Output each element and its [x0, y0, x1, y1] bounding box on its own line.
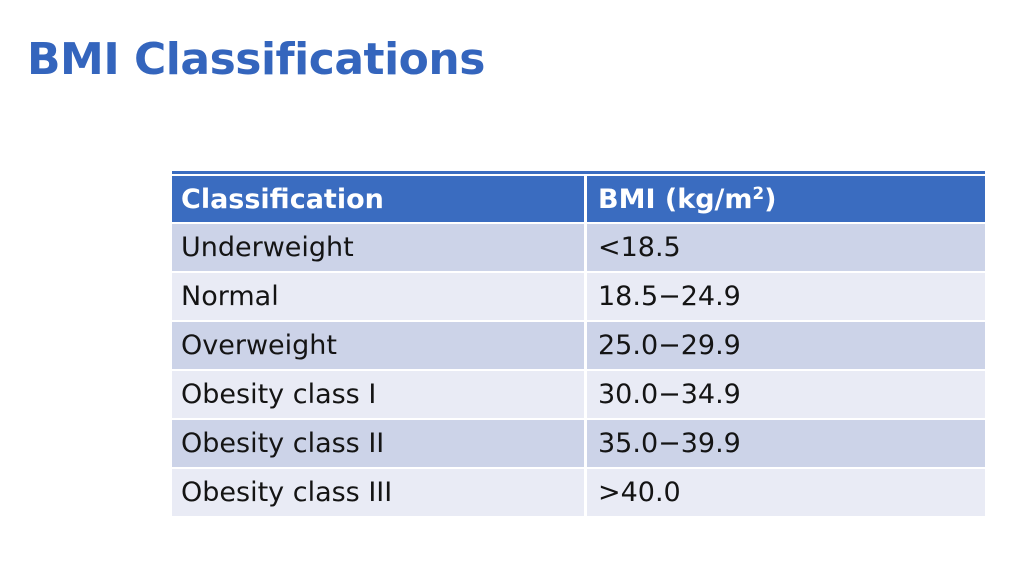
- cell-bmi-range: >40.0: [585, 468, 985, 518]
- bmi-classification-table: Classification BMI (kg/m2) Underweight <…: [172, 176, 985, 518]
- page-title: BMI Classifications: [27, 34, 485, 85]
- cell-bmi-range: 35.0−39.9: [585, 419, 985, 469]
- bmi-header-prefix: BMI (kg/m: [598, 183, 753, 215]
- cell-bmi-range: 25.0−29.9: [585, 321, 985, 371]
- cell-bmi-range: 30.0−34.9: [585, 370, 985, 420]
- bmi-table-container: Classification BMI (kg/m2) Underweight <…: [172, 171, 985, 518]
- cell-classification: Obesity class III: [172, 468, 587, 518]
- table-header: Classification BMI (kg/m2): [172, 176, 985, 224]
- cell-classification: Obesity class II: [172, 419, 587, 469]
- cell-classification: Underweight: [172, 223, 587, 273]
- header-row: Classification BMI (kg/m2): [172, 176, 985, 224]
- cell-bmi-range: 18.5−24.9: [585, 272, 985, 322]
- bmi-header-superscript: 2: [752, 183, 765, 204]
- table-row: Normal 18.5−24.9: [172, 272, 985, 322]
- cell-classification: Obesity class I: [172, 370, 587, 420]
- column-header-classification: Classification: [172, 176, 587, 224]
- bmi-header-suffix: ): [764, 183, 777, 215]
- table-row: Overweight 25.0−29.9: [172, 321, 985, 371]
- table-row: Obesity class III >40.0: [172, 468, 985, 518]
- table-row: Underweight <18.5: [172, 223, 985, 273]
- table-body: Underweight <18.5 Normal 18.5−24.9 Overw…: [172, 223, 985, 518]
- column-header-bmi: BMI (kg/m2): [585, 176, 985, 224]
- cell-classification: Normal: [172, 272, 587, 322]
- table-top-rule: [172, 171, 985, 174]
- table-row: Obesity class II 35.0−39.9: [172, 419, 985, 469]
- cell-classification: Overweight: [172, 321, 587, 371]
- table-row: Obesity class I 30.0−34.9: [172, 370, 985, 420]
- cell-bmi-range: <18.5: [585, 223, 985, 273]
